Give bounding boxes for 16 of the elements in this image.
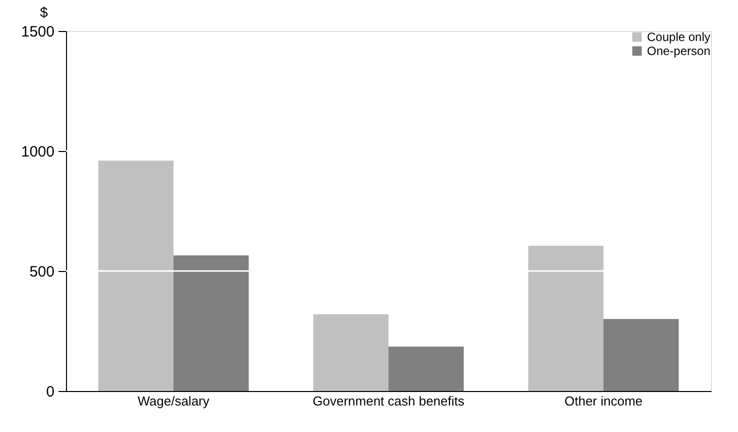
bar (174, 255, 249, 391)
y-axis-title: $ (40, 4, 48, 20)
legend-label: One-person (647, 44, 710, 58)
x-tick-label: Other income (564, 394, 643, 408)
y-tick-label: 500 (29, 264, 54, 280)
y-tick-label: 1500 (21, 24, 54, 40)
bar (388, 346, 464, 391)
bar (528, 246, 604, 391)
legend-label: Couple only (647, 30, 710, 44)
bar (604, 319, 679, 391)
x-tick-label: Wage/salary (138, 394, 210, 408)
bar (98, 160, 174, 391)
y-tick-label: 1000 (21, 144, 54, 160)
bar (313, 314, 388, 391)
y-tick-label: 0 (46, 384, 54, 400)
x-tick-label: Government cash benefits (312, 394, 465, 408)
